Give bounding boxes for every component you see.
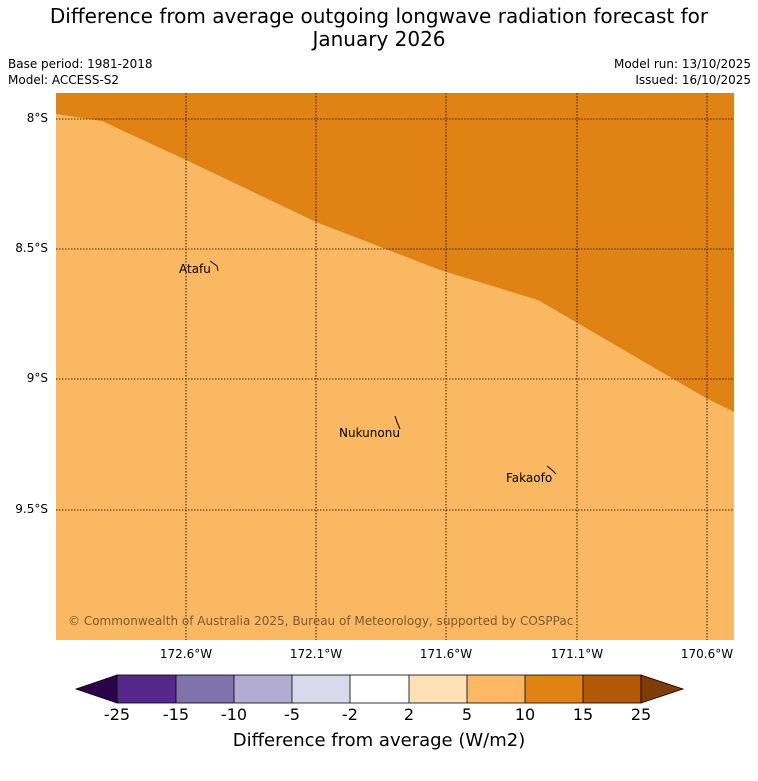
meta-left: Base period: 1981-2018 Model: ACCESS-S2 — [8, 56, 153, 88]
lon-label-170-6w: 170.6°W — [680, 647, 734, 661]
title-line-1: Difference from average outgoing longwav… — [49, 4, 709, 28]
colorbar-tick-3: -10 — [220, 705, 248, 724]
colorbar — [74, 674, 685, 704]
lat-label-9-5s: 9.5°S — [15, 502, 48, 516]
colorbar-tick-10: 25 — [630, 705, 652, 724]
colorbar-bin-5 — [350, 675, 409, 703]
chart-title: Difference from average outgoing longwav… — [0, 5, 758, 51]
meta-right: Model run: 13/10/2025 Issued: 16/10/2025 — [614, 56, 751, 88]
colorbar-frame — [116, 674, 642, 704]
place-fakaofo: Fakaofo — [506, 471, 553, 485]
lon-label-172-1w: 172.1°W — [289, 647, 343, 661]
lat-label-8s: 8°S — [26, 111, 48, 125]
copyright-credit: © Commonwealth of Australia 2025, Bureau… — [68, 614, 574, 628]
atolls — [209, 260, 557, 475]
colorbar-tick-1: -25 — [103, 705, 131, 724]
colorbar-bin-6 — [409, 675, 467, 703]
colorbar-extend-high — [640, 674, 685, 704]
colorbar-tick-4: -5 — [284, 705, 300, 724]
model-run: Model run: 13/10/2025 — [613, 57, 751, 71]
colorbar-tick-5: -2 — [342, 705, 358, 724]
colorbar-bin-3 — [234, 675, 292, 703]
lon-label-171-6w: 171.6°W — [419, 647, 473, 661]
map-area-dark-orange — [56, 93, 734, 412]
lat-label-9s: 9°S — [26, 371, 48, 385]
colorbar-bin-2 — [176, 675, 234, 703]
title-line-2: January 2026 — [312, 27, 446, 51]
lon-label-171-1w: 171.1°W — [550, 647, 604, 661]
nukunonu-outline — [394, 415, 401, 430]
colorbar-tick-2: -15 — [162, 705, 190, 724]
colorbar-label: Difference from average (W/m2) — [232, 730, 526, 751]
colorbar-tick-9: 15 — [572, 705, 594, 724]
colorbar-bin-1 — [117, 675, 176, 703]
lat-label-8-5s: 8.5°S — [15, 241, 48, 255]
colorbar-dividers — [175, 675, 584, 703]
colorbar-bin-4 — [292, 675, 350, 703]
issued-date: Issued: 16/10/2025 — [635, 73, 751, 87]
place-atafu: Atafu — [179, 262, 211, 276]
colorbar-tick-7: 5 — [461, 705, 473, 724]
colorbar-tick-8: 10 — [514, 705, 536, 724]
colorbar-bin-7 — [467, 675, 525, 703]
colorbar-extend-low — [74, 674, 118, 704]
model-name: Model: ACCESS-S2 — [8, 73, 120, 87]
atafu-outline — [209, 260, 219, 272]
graticule — [56, 93, 734, 640]
base-period: Base period: 1981-2018 — [8, 57, 153, 71]
colorbar-bin-9 — [583, 675, 641, 703]
place-nukunonu: Nukunonu — [339, 426, 400, 440]
colorbar-bin-8 — [525, 675, 583, 703]
colorbar-tick-6: 2 — [403, 705, 415, 724]
fakaofo-outline — [546, 465, 557, 475]
lon-label-172-6w: 172.6°W — [159, 647, 213, 661]
